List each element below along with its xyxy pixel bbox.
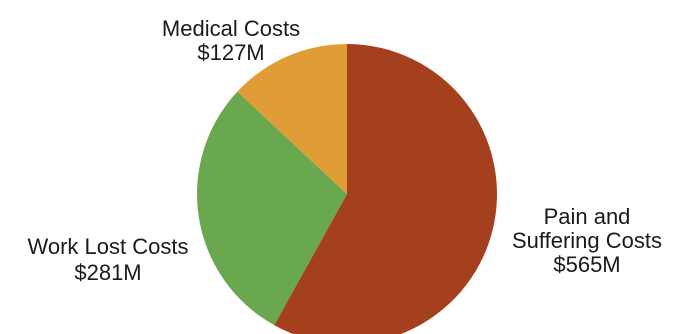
slice-value-2: $127M — [197, 40, 264, 65]
slice-label-0: Pain and Suffering Costs $565M — [512, 204, 662, 277]
slice-name-2: Medical Costs — [162, 16, 300, 41]
slice-name-0: Suffering Costs — [512, 228, 662, 253]
slice-name-0: Pain and — [544, 204, 631, 229]
pie-slice-1 — [197, 91, 347, 326]
slice-label-2: Medical Costs $127M — [162, 16, 300, 65]
slice-value-1: $281M — [74, 260, 141, 285]
pie-slice-2 — [237, 43, 347, 194]
slice-name-1: Work Lost Costs — [28, 234, 189, 259]
slice-label-1: Work Lost Costs $281M — [28, 234, 189, 285]
slice-labels: Pain and Suffering Costs $565M Work Lost Co… — [28, 16, 663, 285]
pie-slices — [197, 43, 497, 334]
slice-value-0: $565M — [553, 252, 620, 277]
pie-slice-0 — [274, 44, 497, 334]
